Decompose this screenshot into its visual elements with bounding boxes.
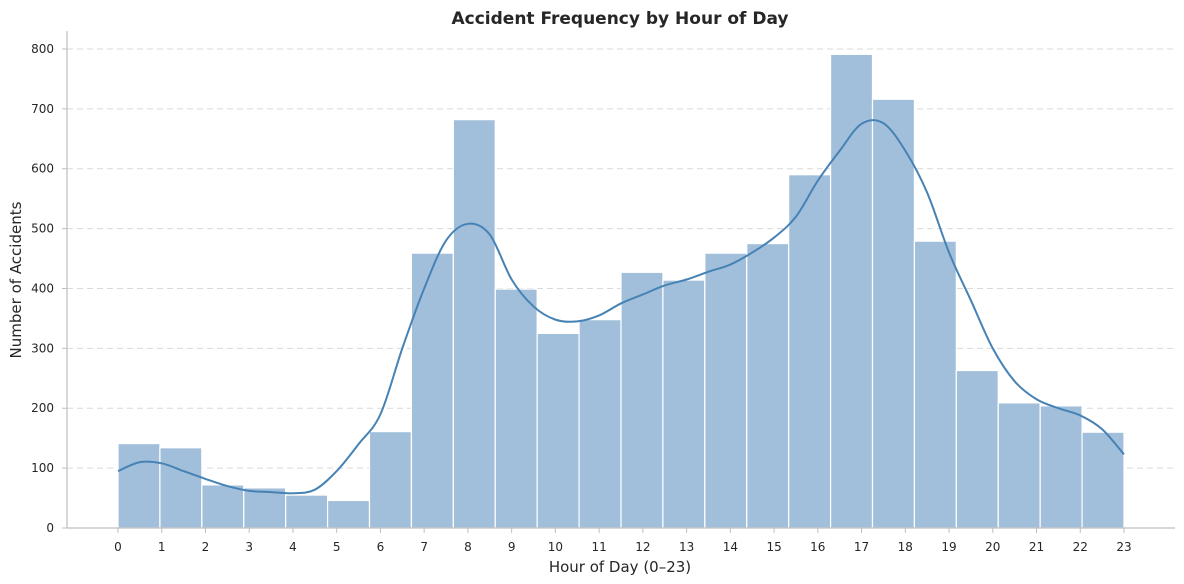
bar-hour-0 (117, 442, 161, 529)
x-tick-label: 22 (1073, 540, 1088, 554)
bar-hour-23 (1081, 431, 1125, 529)
x-ticks: 0 1 2 3 4 5 6 7 8 9 10 11 12 13 14 15 16 17 18 19 20 21 22 23 (114, 528, 1132, 554)
y-tick-label: 200 (31, 401, 54, 415)
bar-hour-5 (326, 499, 371, 529)
bar-hour-15 (746, 242, 790, 529)
x-tick-label: 0 (114, 540, 122, 554)
y-tick-label: 800 (31, 42, 54, 56)
x-tick-label: 1 (158, 540, 166, 554)
bar-hour-16 (788, 174, 832, 529)
x-tick-label: 14 (723, 540, 738, 554)
x-tick-label: 18 (898, 540, 913, 554)
bar-hour-22 (1039, 405, 1083, 529)
x-tick-label: 20 (985, 540, 1000, 554)
bar-hour-6 (368, 430, 413, 529)
x-tick-label: 10 (548, 540, 563, 554)
x-tick-label: 9 (508, 540, 516, 554)
x-tick-label: 13 (679, 540, 694, 554)
x-tick-label: 19 (941, 540, 956, 554)
bar-hour-4 (285, 494, 329, 529)
y-tick-label: 600 (31, 162, 54, 176)
bar-hour-7 (410, 252, 454, 529)
bar-hour-11 (578, 319, 622, 529)
x-tick-label: 6 (377, 540, 385, 554)
y-tick-label: 300 (31, 341, 54, 355)
x-tick-label: 7 (420, 540, 428, 554)
bar-hour-18 (871, 98, 916, 529)
bar-hour-1 (159, 447, 203, 529)
x-tick-label: 21 (1029, 540, 1044, 554)
bar-hour-13 (662, 279, 706, 529)
y-ticks: 0 100 200 300 400 500 600 700 800 (31, 42, 67, 535)
bar-hour-10 (536, 332, 580, 529)
kde-curve (117, 119, 1125, 495)
y-tick-label: 100 (31, 461, 54, 475)
x-tick-label: 4 (289, 540, 297, 554)
y-tick-label: 500 (31, 222, 54, 236)
y-tick-label: 700 (31, 102, 54, 116)
chart-title: Accident Frequency by Hour of Day (451, 9, 788, 29)
x-tick-label: 16 (810, 540, 825, 554)
x-tick-label: 23 (1116, 540, 1131, 554)
x-tick-label: 8 (464, 540, 472, 554)
bars (117, 53, 1125, 529)
bar-hour-2 (201, 484, 245, 529)
bar-hour-8 (452, 119, 496, 529)
x-tick-label: 5 (333, 540, 341, 554)
y-tick-label: 400 (31, 281, 54, 295)
x-tick-label: 2 (202, 540, 210, 554)
bar-hour-21 (997, 402, 1041, 529)
x-tick-label: 15 (766, 540, 781, 554)
bar-hour-9 (494, 288, 538, 529)
x-tick-label: 12 (635, 540, 650, 554)
x-tick-label: 17 (854, 540, 869, 554)
x-tick-label: 3 (245, 540, 253, 554)
bar-hour-19 (913, 240, 957, 529)
x-axis-label: Hour of Day (0–23) (549, 558, 691, 576)
bar-hour-17 (829, 53, 874, 529)
bar-hour-20 (955, 369, 999, 529)
y-tick-label: 0 (46, 521, 54, 535)
x-tick-label: 11 (591, 540, 606, 554)
y-axis-label: Number of Accidents (7, 201, 25, 358)
bar-hour-14 (704, 252, 748, 529)
bar-hour-12 (620, 271, 664, 529)
bar-hour-3 (243, 487, 287, 529)
